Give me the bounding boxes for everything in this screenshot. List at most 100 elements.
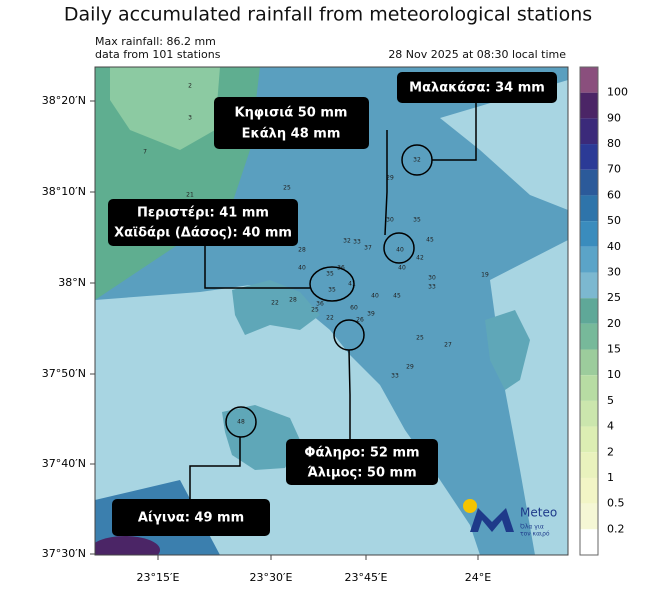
max-blob xyxy=(95,536,160,555)
colorbar-label: 80 xyxy=(607,137,621,150)
colorbar-label: 50 xyxy=(607,214,621,227)
axes: 38°20′N 38°10′N 38°N 37°50′N 37°40′N 37°30′N 2… xyxy=(42,94,492,584)
colorbar-label: 30 xyxy=(607,265,621,278)
title: Daily accumulated rainfall from meteorol… xyxy=(64,4,592,26)
callout-text: Εκάλη 48 mm xyxy=(242,127,341,142)
salamis xyxy=(232,280,320,335)
logo: Meteo Όλα για τον καιρό xyxy=(463,499,557,538)
station-value: 28 xyxy=(298,247,306,254)
aegina xyxy=(222,405,300,470)
station-value: 35 xyxy=(413,217,421,224)
colorbar-bin xyxy=(580,298,598,324)
colorbar-bin xyxy=(580,118,598,145)
colorbar-label: 100 xyxy=(607,86,628,99)
lat-label: 38°N xyxy=(58,276,86,289)
station-value: 25 xyxy=(283,185,291,192)
connectors xyxy=(189,103,477,500)
map-frame xyxy=(94,66,569,556)
colorbar-label: 0.2 xyxy=(607,522,625,535)
callout-text: Αίγινα: 49 mm xyxy=(138,511,244,526)
colorbar-label: 15 xyxy=(607,343,621,356)
station-value: 2 xyxy=(188,83,192,90)
island-east xyxy=(485,310,530,390)
station-value: 25 xyxy=(416,335,424,342)
station-value: 29 xyxy=(386,175,394,182)
station-value: 29 xyxy=(406,364,414,371)
logo-tagline: Όλα για xyxy=(519,524,544,531)
colorbar-label: 1 xyxy=(607,471,614,484)
colorbar-frame xyxy=(579,66,599,556)
station-value: 40 xyxy=(396,247,404,254)
callout-text: Κηφισιά 50 mm xyxy=(235,106,348,121)
colorbar-label: 5 xyxy=(607,394,614,407)
sea-euboea xyxy=(440,80,568,210)
station-value: 32 xyxy=(413,157,421,164)
lat-label: 37°30′N xyxy=(42,547,86,560)
colorbar-label: 60 xyxy=(607,188,621,201)
station-value: 33 xyxy=(391,373,399,380)
lon-label: 23°30′E xyxy=(250,571,293,584)
station-value: 27 xyxy=(444,342,452,349)
lon-label: 23°15′E xyxy=(137,571,180,584)
station-value: 42 xyxy=(416,255,424,262)
station-value: 40 xyxy=(398,265,406,272)
station-value: 45 xyxy=(393,293,401,300)
colorbar-label: 4 xyxy=(607,420,614,433)
station-value: 33 xyxy=(353,239,361,246)
colorbar-label: 0.5 xyxy=(607,497,625,510)
station-value: 26 xyxy=(356,317,364,324)
colorbar-bin xyxy=(580,144,598,170)
colorbar-bin xyxy=(580,375,598,401)
colorbar-bin xyxy=(580,246,598,273)
info-time: 28 Nov 2025 at 08:30 local time xyxy=(388,48,566,61)
lon-label: 23°45′E xyxy=(345,571,388,584)
colorbar-bin xyxy=(580,503,598,530)
station-value: 39 xyxy=(367,311,375,318)
colorbar-bin xyxy=(580,477,598,504)
callouts: Μαλακάσα: 34 mm Κηφισιά 50 mm Εκάλη 48 m… xyxy=(108,72,557,536)
callout-text: Άλιμος: 50 mm xyxy=(307,466,416,481)
station-value: 7 xyxy=(143,149,147,156)
colorbar-bin xyxy=(580,195,598,222)
station-value: 41 xyxy=(348,281,356,288)
colorbar-bin xyxy=(580,221,598,247)
colorbar-bin xyxy=(580,426,598,453)
station-value: 37 xyxy=(364,245,372,252)
colorbar-label: 40 xyxy=(607,240,621,253)
station-value: 40 xyxy=(298,265,306,272)
colorbar-bin xyxy=(580,272,598,299)
station-value: 19 xyxy=(481,272,489,279)
station-value: 35 xyxy=(328,287,336,294)
lat-label: 38°20′N xyxy=(42,94,86,107)
station-value: 33 xyxy=(428,284,436,291)
station-value: 22 xyxy=(271,300,279,307)
station-value: 3 xyxy=(188,115,192,122)
lat-label: 37°40′N xyxy=(42,457,86,470)
station-value: 28 xyxy=(289,297,297,304)
callout-text: Μαλακάσα: 34 mm xyxy=(409,81,545,96)
land-west-light xyxy=(110,67,220,150)
station-value: 30 xyxy=(386,217,394,224)
logo-tagline: τον καιρό xyxy=(520,531,550,538)
colorbar-bin xyxy=(580,452,598,478)
callout-text: Χαϊδάρι (Δάσος): 40 mm xyxy=(114,226,292,241)
colorbar-bin xyxy=(580,323,598,350)
logo-name: Meteo xyxy=(520,506,557,520)
colorbar-label: 70 xyxy=(607,163,621,176)
colorbar-bin xyxy=(580,169,598,196)
station-value: 40 xyxy=(371,293,379,300)
station-value: 22 xyxy=(326,315,334,322)
station-value: 36 xyxy=(316,301,324,308)
colorbar-bin xyxy=(580,349,598,376)
colorbar-label: 2 xyxy=(607,445,614,458)
station-value: 60 xyxy=(350,305,358,312)
colorbar-label: 90 xyxy=(607,111,621,124)
colorbar-bin xyxy=(580,92,598,119)
callout-text: Περιστέρι: 41 mm xyxy=(137,206,269,221)
station-value: 48 xyxy=(237,419,245,426)
colorbar-bin xyxy=(580,400,598,427)
lon-label: 24°E xyxy=(465,571,491,584)
station-value: 45 xyxy=(426,237,434,244)
colorbar-label: 10 xyxy=(607,368,621,381)
station-value: 21 xyxy=(186,192,194,199)
